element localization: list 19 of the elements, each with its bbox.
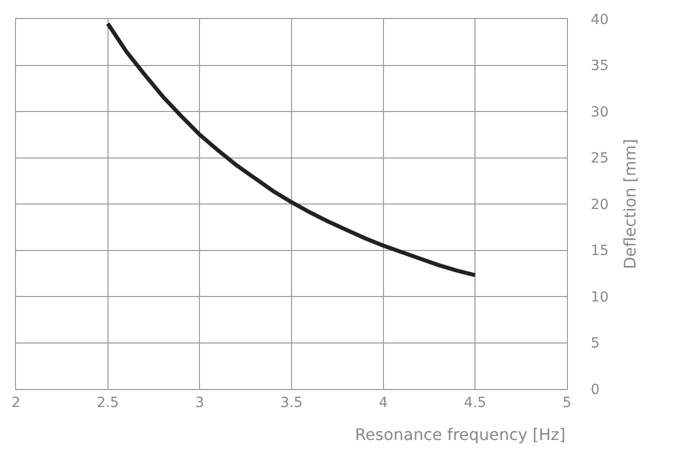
y-tick-label: 5 [590, 336, 600, 352]
x-tick-label: 4.5 [464, 394, 486, 411]
y-tick-label: 40 [590, 12, 609, 28]
x-tick-label: 2 [12, 394, 20, 411]
y-tick-label: 30 [590, 104, 609, 120]
x-tick-label: 3.5 [280, 394, 303, 411]
y-tick-label: 0 [590, 382, 600, 398]
line-series [106, 22, 478, 278]
y-tick-label: 35 [590, 58, 609, 74]
x-tick-label: 5 [562, 394, 572, 411]
y-tick-label: 25 [590, 150, 609, 167]
y-tick-label: 15 [590, 243, 609, 260]
x-tick-label: 4 [378, 394, 388, 411]
x-tick-label: 3 [195, 394, 204, 411]
y-axis-title: Deflection [mm] [620, 138, 640, 270]
x-axis-title: Resonance frequency [Hz] [355, 425, 566, 444]
y-tick-label: 10 [590, 289, 609, 306]
x-tick-label: 2.5 [96, 394, 119, 411]
y-tick-label: 20 [590, 196, 609, 213]
